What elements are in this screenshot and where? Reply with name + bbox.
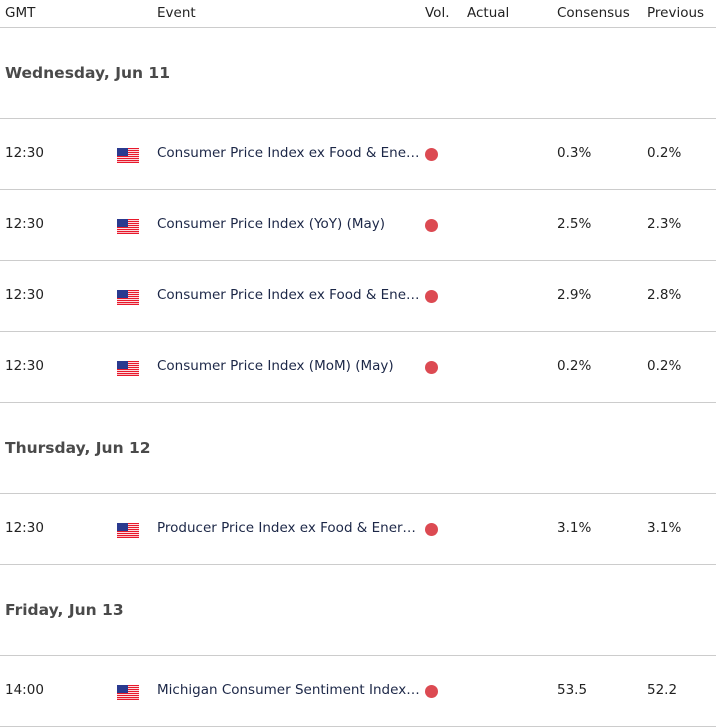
col-vol: Vol. [425,5,450,21]
high-volatility-icon [425,290,438,303]
event-consensus: 3.1% [557,520,592,536]
col-previous: Previous [647,5,705,21]
event-row[interactable]: 12:30 Producer Price Index ex Food & Ene… [0,494,716,565]
high-volatility-icon [425,685,438,698]
event-time: 12:30 [5,358,44,374]
event-row[interactable]: 12:30 Consumer Price Index (YoY) (May) 2… [0,190,716,261]
us-flag-icon [117,219,139,234]
event-name[interactable]: Consumer Price Index (YoY) (May) [157,216,386,232]
event-time: 12:30 [5,520,44,536]
high-volatility-icon [425,523,438,536]
date-label: Wednesday, Jun 11 [5,64,170,82]
high-volatility-icon [425,148,438,161]
event-row[interactable]: 12:30 Consumer Price Index ex Food & Ene… [0,119,716,190]
event-time: 12:30 [5,216,44,232]
date-label: Friday, Jun 13 [5,601,124,619]
event-consensus: 2.9% [557,287,592,303]
date-label: Thursday, Jun 12 [5,439,151,457]
date-row: Friday, Jun 13 [0,565,716,656]
us-flag-icon [117,290,139,305]
event-time: 14:00 [5,682,44,698]
event-previous: 52.2 [647,682,678,698]
event-consensus: 0.3% [557,145,592,161]
event-consensus: 53.5 [557,682,588,698]
high-volatility-icon [425,361,438,374]
us-flag-icon [117,685,139,700]
col-gmt: GMT [5,5,36,21]
event-row[interactable]: 12:30 Consumer Price Index (MoM) (May) 0… [0,332,716,403]
event-row[interactable]: 14:00 Michigan Consumer Sentiment Index … [0,656,716,727]
high-volatility-icon [425,219,438,232]
event-name[interactable]: Producer Price Index ex Food & Energy (Y… [157,520,423,536]
event-consensus: 0.2% [557,358,592,374]
col-consensus: Consensus [557,5,630,21]
event-previous: 2.8% [647,287,682,303]
us-flag-icon [117,523,139,538]
event-name[interactable]: Consumer Price Index ex Food & Energy (Y… [157,145,423,161]
col-actual: Actual [467,5,510,21]
event-previous: 2.3% [647,216,682,232]
table-header: GMT Event Vol. Actual Consensus Previous [0,0,716,28]
date-row: Wednesday, Jun 11 [0,28,716,119]
col-event: Event [157,5,196,21]
event-row[interactable]: 12:30 Consumer Price Index ex Food & Ene… [0,261,716,332]
event-name[interactable]: Consumer Price Index (MoM) (May) [157,358,394,374]
event-previous: 3.1% [647,520,682,536]
event-consensus: 2.5% [557,216,592,232]
us-flag-icon [117,148,139,163]
event-previous: 0.2% [647,145,682,161]
event-time: 12:30 [5,287,44,303]
date-row: Thursday, Jun 12 [0,403,716,494]
event-time: 12:30 [5,145,44,161]
event-name[interactable]: Michigan Consumer Sentiment Index (Jun) … [157,682,423,698]
us-flag-icon [117,361,139,376]
event-name[interactable]: Consumer Price Index ex Food & Energy (Y… [157,287,423,303]
event-previous: 0.2% [647,358,682,374]
